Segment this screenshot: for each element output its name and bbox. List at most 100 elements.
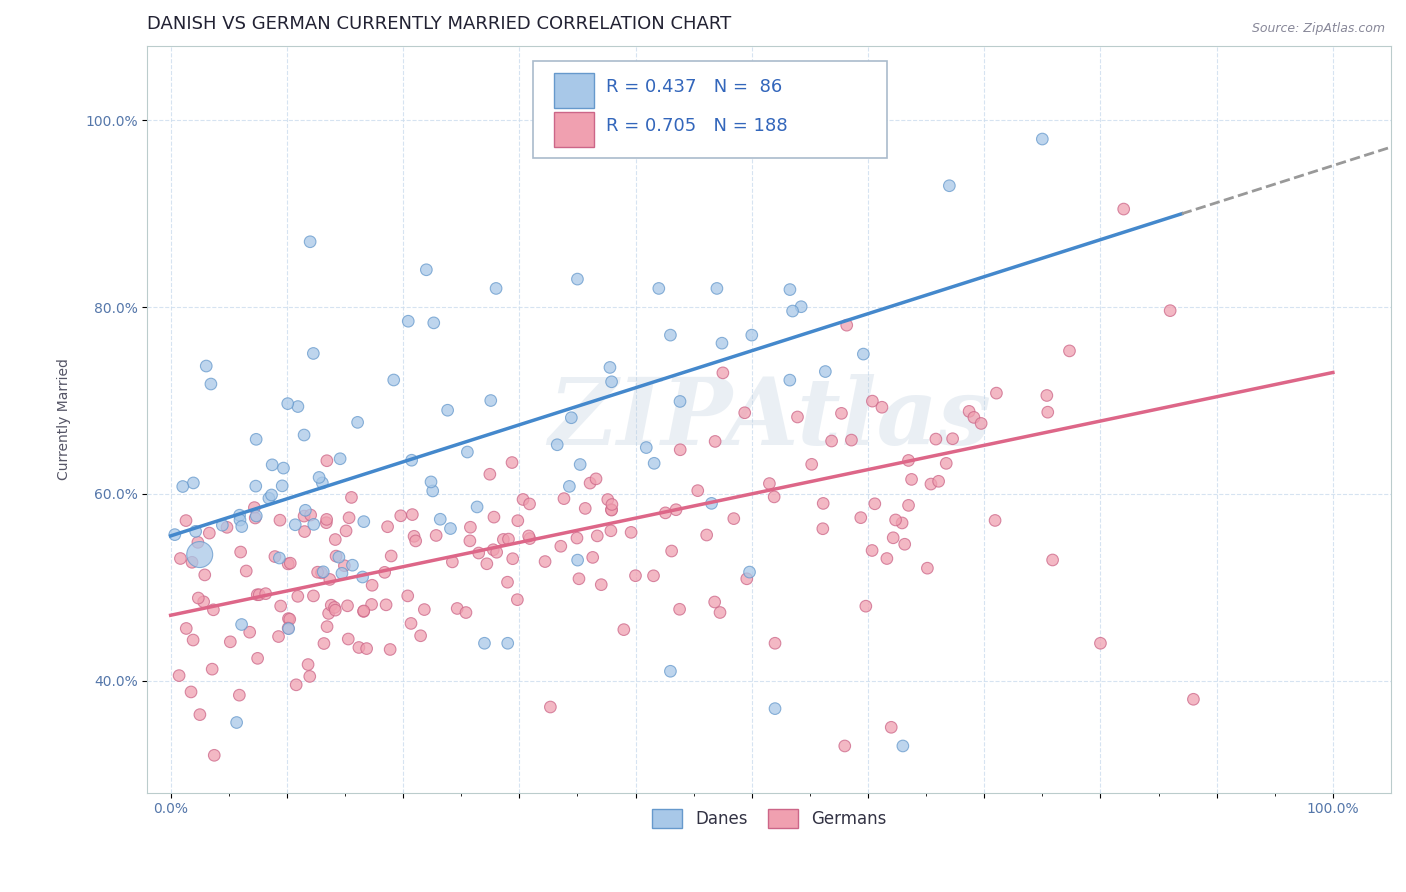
Point <box>211 518 233 533</box>
Point <box>181 633 204 648</box>
Point <box>835 318 858 333</box>
Point <box>245 511 267 525</box>
Point <box>534 555 557 569</box>
Point <box>422 483 444 498</box>
Point <box>820 434 842 448</box>
Point <box>380 549 402 563</box>
Point <box>669 394 692 409</box>
Point <box>323 533 346 547</box>
Point <box>181 555 204 569</box>
Point <box>917 561 939 575</box>
Point <box>292 428 315 442</box>
Point <box>779 283 801 297</box>
Point <box>264 549 287 564</box>
Point <box>325 549 347 563</box>
Point <box>439 522 461 536</box>
Point <box>336 599 359 613</box>
Point <box>352 570 374 584</box>
Point <box>287 590 309 604</box>
Text: ZIPAtlas: ZIPAtlas <box>548 374 991 464</box>
Point <box>935 456 957 470</box>
Point <box>661 544 683 558</box>
Text: R = 0.437   N =  86: R = 0.437 N = 86 <box>606 78 783 96</box>
Point <box>860 543 883 558</box>
Point <box>506 514 529 528</box>
Point <box>377 519 399 533</box>
Point <box>231 519 253 533</box>
Point <box>382 373 405 387</box>
Point <box>485 545 508 559</box>
Point <box>704 434 727 449</box>
Point <box>709 606 731 620</box>
Point <box>763 636 786 650</box>
Point <box>1159 303 1181 318</box>
Point <box>321 598 343 612</box>
Point <box>758 476 780 491</box>
Point <box>401 453 423 467</box>
Point <box>648 281 671 295</box>
Point <box>897 453 920 467</box>
Point <box>247 588 270 602</box>
Point <box>245 508 267 523</box>
Point <box>319 573 342 587</box>
Point <box>356 641 378 656</box>
Point <box>779 373 801 387</box>
Point <box>860 394 883 409</box>
Point <box>546 438 568 452</box>
Point <box>538 700 561 714</box>
Point <box>396 314 419 328</box>
Point <box>299 508 322 522</box>
Point <box>246 651 269 665</box>
Point <box>183 475 205 490</box>
Point <box>307 565 329 579</box>
Point <box>277 621 299 635</box>
Point <box>330 566 353 581</box>
Point <box>402 529 425 543</box>
Point <box>830 406 852 420</box>
Point <box>425 528 447 542</box>
Point <box>169 551 191 566</box>
Legend: Danes, Germans: Danes, Germans <box>644 801 894 837</box>
Point <box>353 515 375 529</box>
Point <box>329 451 352 466</box>
Point <box>294 503 316 517</box>
Point <box>620 525 643 540</box>
Point <box>229 545 252 559</box>
Point <box>298 669 321 683</box>
Point <box>302 517 325 532</box>
Point <box>174 622 197 636</box>
Point <box>229 513 252 527</box>
Point <box>984 513 1007 527</box>
Point <box>800 458 823 472</box>
Point <box>194 568 217 582</box>
Point <box>567 553 589 567</box>
Point <box>193 595 215 609</box>
Point <box>550 539 572 553</box>
Point <box>277 397 299 411</box>
Point <box>262 458 284 472</box>
Point <box>624 568 647 582</box>
Point <box>361 578 384 592</box>
Point <box>599 524 621 538</box>
Point <box>465 500 488 514</box>
Point <box>565 531 588 545</box>
Point <box>353 604 375 618</box>
Point <box>323 603 346 617</box>
Point <box>318 607 340 621</box>
Point <box>312 565 335 579</box>
Point <box>738 565 761 579</box>
Point <box>337 632 360 646</box>
Point <box>184 524 207 539</box>
Point <box>302 589 325 603</box>
Point <box>723 511 745 525</box>
Point <box>360 598 382 612</box>
Point <box>706 281 728 295</box>
Text: R = 0.705   N = 188: R = 0.705 N = 188 <box>606 118 787 136</box>
Point <box>328 550 350 565</box>
Point <box>441 555 464 569</box>
Point <box>235 564 257 578</box>
Point <box>855 599 877 614</box>
FancyBboxPatch shape <box>554 73 593 108</box>
Point <box>277 622 299 636</box>
Point <box>560 410 582 425</box>
